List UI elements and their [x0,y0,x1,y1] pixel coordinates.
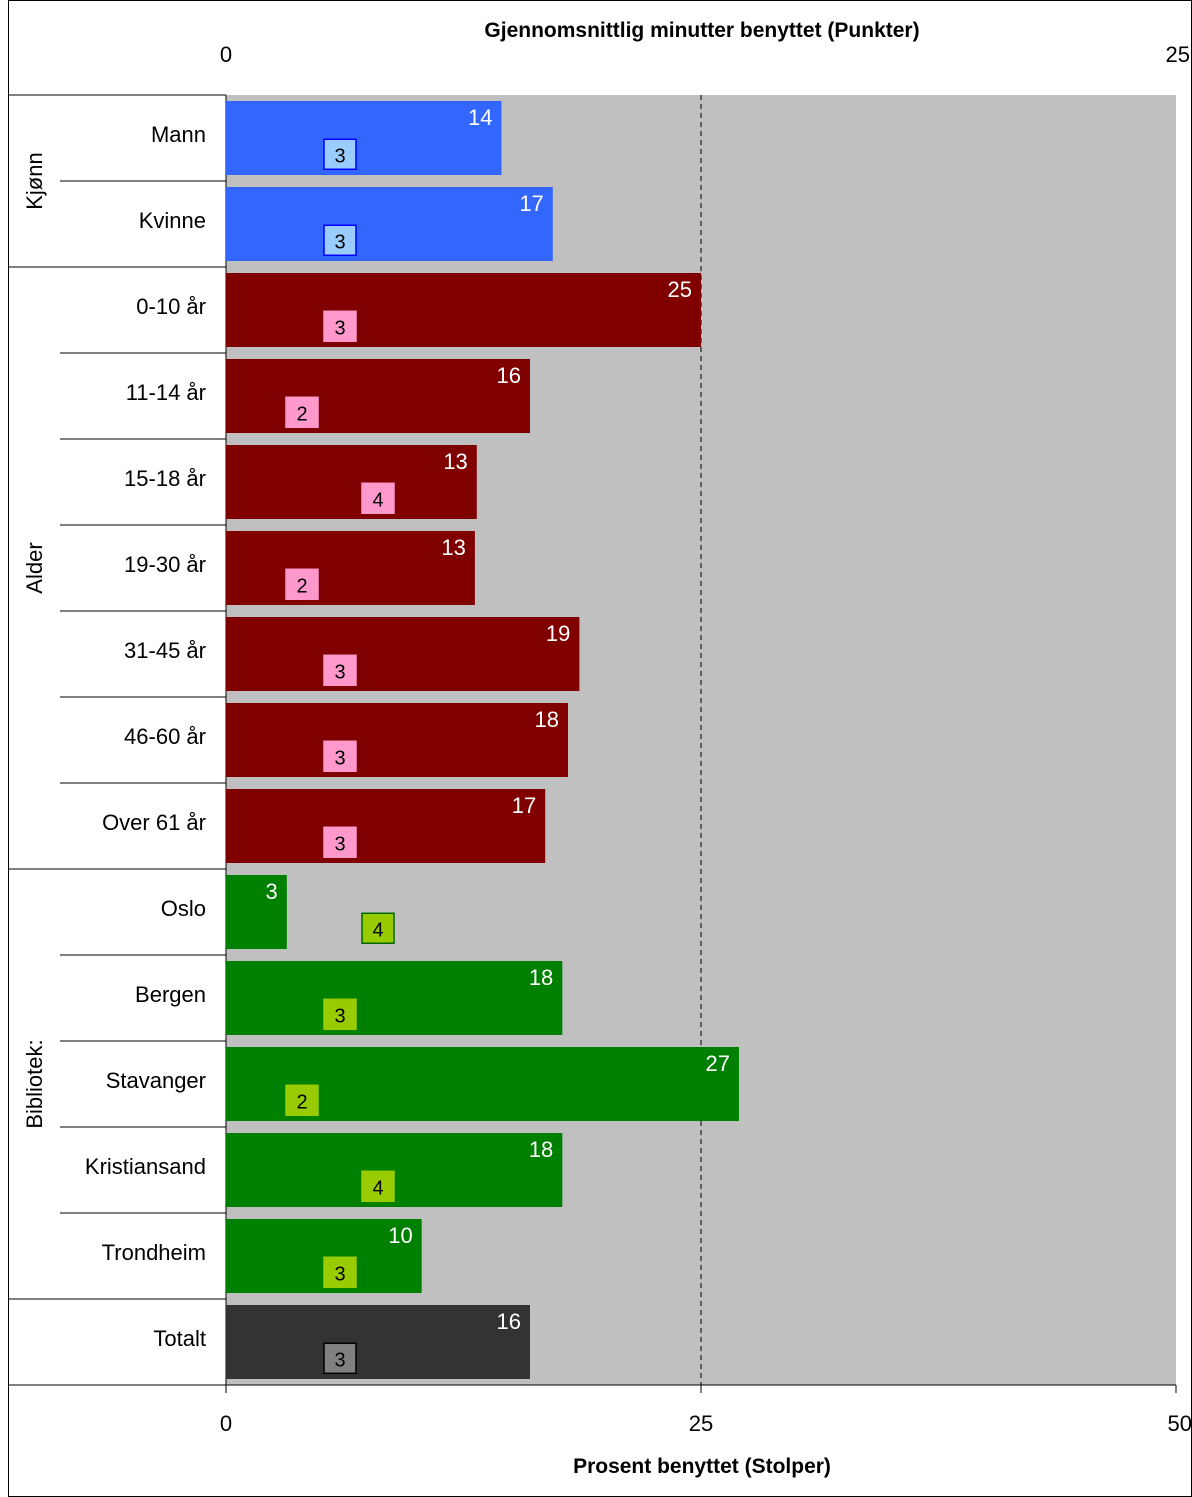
point-value-label: 3 [334,231,345,253]
point-marker [323,138,357,171]
category-label: Totalt [153,1326,206,1351]
point-value-label: 3 [334,661,345,683]
bar-value-label: 3 [266,879,278,904]
point-value-label: 3 [334,145,345,167]
bar-value-label: 10 [388,1223,412,1248]
bar-value-label: 25 [668,277,692,302]
x-top-tick-label: 0 [220,42,232,67]
point-value-label: 4 [372,1177,383,1199]
bar-value-label: 18 [529,965,553,990]
category-label: 11-14 år [126,380,206,405]
point-value-label: 4 [372,919,383,941]
x-bottom-tick-label: 0 [220,1411,232,1436]
point-value-label: 3 [334,747,345,769]
x-top-tick-label: 25 [1166,42,1190,67]
bar-value-label: 16 [497,363,521,388]
x-bottom-tick-label: 25 [689,1411,713,1436]
point-value-label: 2 [296,1091,307,1113]
bottom-axis-title: Prosent benyttet (Stolper) [573,1455,831,1478]
point-value-label: 3 [334,1349,345,1371]
point-marker [323,224,357,257]
category-label: Oslo [161,896,206,921]
category-label: 31-45 år [124,638,206,663]
point-marker [323,740,357,773]
bar [226,359,530,433]
category-label: Kvinne [139,208,206,233]
bar-value-label: 16 [497,1309,521,1334]
point-value-label: 3 [334,833,345,855]
category-label: 15-18 år [124,466,206,491]
bar [226,875,287,949]
point-marker [323,1342,357,1375]
bar-value-label: 13 [443,449,467,474]
bar [226,273,701,347]
point-marker [323,1256,357,1289]
point-value-label: 3 [334,1005,345,1027]
category-label: 46-60 år [124,724,206,749]
bar [226,445,477,519]
bar [226,703,568,777]
category-label: 19-30 år [124,552,206,577]
bar [226,531,475,605]
bar-value-label: 27 [706,1051,730,1076]
point-marker [285,568,319,601]
point-marker [323,826,357,859]
bar-value-label: 17 [512,793,536,818]
point-marker [323,310,357,343]
bar-value-label: 13 [441,535,465,560]
x-bottom-tick-label: 50 [1168,1411,1192,1436]
bar-value-label: 17 [519,191,543,216]
point-value-label: 2 [296,575,307,597]
category-label: Mann [151,122,206,147]
point-value-label: 3 [334,1263,345,1285]
bar-value-label: 18 [529,1137,553,1162]
point-marker [323,654,357,687]
bar [226,1305,530,1379]
point-value-label: 4 [372,489,383,511]
point-value-label: 3 [334,317,345,339]
category-label: 0-10 år [136,294,206,319]
category-label: Kristiansand [85,1154,206,1179]
category-label: Bergen [135,982,206,1007]
group-label: Alder [22,542,47,593]
bar-value-label: 18 [535,707,559,732]
bar [226,617,580,691]
top-axis-title: Gjennomsnittlig minutter benyttet (Punkt… [484,19,919,42]
bar-value-label: 14 [468,105,492,130]
point-marker [361,1170,395,1203]
category-label: Over 61 år [102,810,206,835]
point-marker [285,1084,319,1117]
point-marker [323,998,357,1031]
bar [226,101,502,175]
point-marker [361,482,395,515]
category-label: Trondheim [102,1240,206,1265]
group-label: Kjønn [22,152,47,209]
bar [226,187,553,261]
bar-value-label: 19 [546,621,570,646]
bar [226,961,563,1035]
point-marker [361,912,395,945]
category-label: Stavanger [106,1068,206,1093]
point-marker [285,396,319,429]
point-value-label: 2 [296,403,307,425]
bar [226,789,546,863]
group-label: Bibliotek: [22,1039,47,1128]
